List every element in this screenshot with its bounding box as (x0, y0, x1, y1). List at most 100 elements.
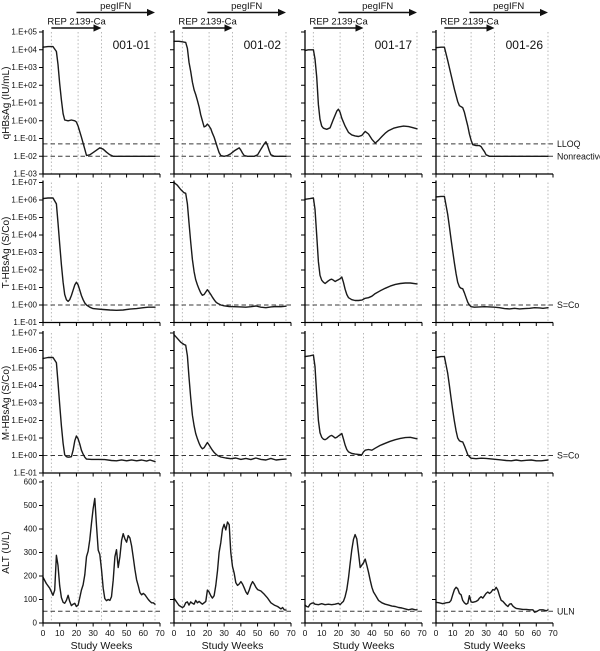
series-line (173, 521, 287, 611)
x-tick-label: 40 (105, 628, 115, 638)
y-tick-label: 400 (24, 525, 38, 534)
y-tick-label: 1.E+04 (11, 231, 37, 240)
x-tick-label: 60 (270, 628, 280, 638)
y-axis-title: qHBsAg (IU/mL) (1, 67, 12, 140)
x-tick-label: 30 (481, 628, 491, 638)
x-axis-title: Study Weeks (333, 640, 395, 651)
y-tick-label: 300 (24, 548, 38, 557)
y-tick-label: 200 (24, 572, 38, 581)
x-tick-label: 10 (448, 628, 458, 638)
x-tick-label: 40 (498, 628, 508, 638)
x-tick-label: 40 (236, 628, 246, 638)
x-axis-title: Study Weeks (202, 640, 264, 651)
y-tick-label: 500 (24, 501, 38, 510)
y-tick-label: 1.E+02 (11, 416, 37, 425)
panel-r3-c0: 600 500 400 300 200 100 00 10 20 30 40 50 60 70 Study … (24, 478, 165, 651)
y-axis-title: M-HBsAg (S/Co) (1, 366, 12, 440)
y-tick-label: 600 (24, 478, 38, 487)
x-tick-label: 20 (203, 628, 213, 638)
treatment-arrow-rep2139ca: REP 2139-Ca (47, 17, 107, 32)
y-tick-label: 1.E+03 (11, 399, 37, 408)
series-line (173, 334, 287, 461)
panel-r0-c3: LLOQ Nonreactive 001-26 (432, 30, 600, 178)
x-tick-label: 60 (401, 628, 411, 638)
x-tick-label: 20 (334, 628, 344, 638)
panel-r2-c1 (170, 331, 292, 477)
y-tick-label: 1.E-03 (13, 170, 37, 179)
series-line (173, 181, 287, 309)
y-axis-title: T-HBsAg (S/Co) (1, 217, 12, 289)
series-line (42, 45, 156, 158)
x-tick-label: 10 (55, 628, 65, 638)
x-tick-label: 0 (41, 628, 46, 638)
panel-r3-c3: ULN 0 10 20 30 40 50 60 70 Study Weeks (432, 480, 575, 651)
y-tick-label: 1.E+00 (11, 116, 37, 125)
x-tick-label: 50 (122, 628, 132, 638)
x-tick-label: 0 (303, 628, 308, 638)
y-axis-title: ALT (U/L) (1, 531, 12, 573)
y-tick-label: 1.E-02 (13, 152, 37, 161)
x-tick-label: 70 (286, 628, 296, 638)
x-axis-title: Study Weeks (71, 640, 133, 651)
x-tick-label: 30 (88, 628, 98, 638)
treatment-arrow-pegifn: pegIFN (338, 1, 417, 17)
treatment-arrow-rep2139ca: REP 2139-Ca (440, 17, 500, 32)
refline-label: ULN (557, 606, 575, 616)
y-tick-label: 1.E+01 (11, 99, 37, 108)
refline-label: Nonreactive (557, 151, 600, 161)
series-line (304, 533, 418, 611)
treatment-label: pegIFN (100, 1, 131, 12)
panel-r2-c3: S=Co (432, 331, 579, 477)
x-tick-label: 50 (253, 628, 263, 638)
refline-label: S=Co (557, 300, 579, 310)
series-line (42, 497, 156, 608)
panel-r3-c2: 0 10 20 30 40 50 60 70 Study Weeks (301, 480, 427, 651)
x-tick-label: 50 (515, 628, 525, 638)
y-tick-label: 1.E+04 (11, 381, 37, 390)
x-tick-label: 70 (155, 628, 165, 638)
panel-r1-c1 (170, 180, 292, 326)
panel-r1-c0: 1.E+07 1.E+06 1.E+05 1.E+04 1.E+03 1.E+02 1.E+… (11, 178, 161, 327)
x-tick-label: 20 (465, 628, 475, 638)
y-tick-label: 1.E+06 (11, 196, 37, 205)
y-tick-label: 1.E+02 (11, 81, 37, 90)
x-tick-label: 60 (532, 628, 542, 638)
panel-title: 001-01 (113, 38, 151, 52)
x-tick-label: 60 (139, 628, 149, 638)
y-tick-label: 1.E+05 (11, 364, 37, 373)
treatment-label: pegIFN (493, 1, 524, 12)
y-tick-label: 1.E-01 (13, 318, 37, 327)
y-tick-label: 1.E+07 (11, 329, 37, 338)
y-tick-label: 1.E+05 (11, 213, 37, 222)
treatment-label: REP 2139-Ca (178, 17, 237, 28)
x-tick-label: 30 (219, 628, 229, 638)
series-line (304, 197, 418, 302)
y-tick-label: 1.E+03 (11, 248, 37, 257)
panel-r1-c2 (301, 180, 423, 326)
y-tick-label: 0 (33, 619, 38, 628)
y-tick-label: 1.E+01 (11, 283, 37, 292)
treatment-label: pegIFN (362, 1, 393, 12)
series-line (435, 46, 549, 158)
treatment-arrow-pegifn: pegIFN (469, 1, 548, 17)
y-tick-label: 1.E+05 (11, 28, 37, 37)
y-tick-label: 100 (24, 595, 38, 604)
x-tick-label: 0 (172, 628, 177, 638)
panel-title: 001-17 (375, 38, 413, 52)
x-tick-label: 50 (384, 628, 394, 638)
treatment-arrow-pegifn: pegIFN (76, 1, 155, 17)
series-line (435, 195, 549, 310)
panel-title: 001-02 (244, 38, 282, 52)
panel-r1-c3: S=Co (432, 180, 579, 326)
series-line (42, 197, 156, 311)
y-tick-label: 1.E-01 (13, 134, 37, 143)
refline-label: S=Co (557, 451, 579, 461)
treatment-label: REP 2139-Ca (47, 17, 106, 28)
y-tick-label: 1.E-01 (13, 469, 37, 478)
panel-r3-c1: 0 10 20 30 40 50 60 70 Study Weeks (170, 480, 296, 651)
panel-r2-c2 (301, 331, 423, 477)
treatment-label: REP 2139-Ca (440, 17, 499, 28)
y-tick-label: 1.E+03 (11, 63, 37, 72)
x-tick-label: 40 (367, 628, 377, 638)
